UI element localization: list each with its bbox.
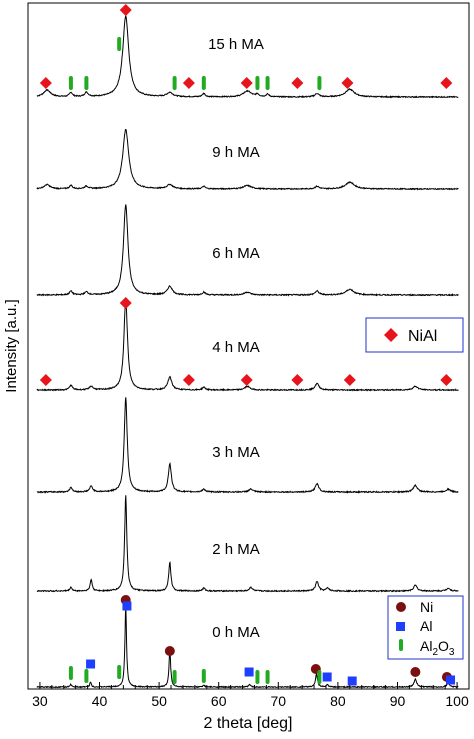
curve-0-h-ma: [36, 604, 459, 689]
marker-nial-4-h-ma-0: [39, 374, 52, 386]
marker-al2o3-15-h-ma-6: [265, 76, 270, 90]
curve-15-h-ma: [36, 13, 459, 99]
marker-ni-0-h-ma-3: [410, 667, 421, 677]
legend-nial-diamond: [384, 328, 398, 342]
legend-al2o3-label: Al2O3: [420, 638, 455, 658]
x-axis-ticks: 30 40 50 60 70 80 90 100: [32, 682, 469, 709]
legend-al-label: Al: [420, 618, 432, 634]
legend-phases: Ni Al Al2O3: [387, 595, 464, 660]
x-tick-label: 80: [330, 693, 346, 709]
marker-al-0-h-ma-4: [347, 676, 357, 686]
marker-al2o3-0-h-ma-0: [68, 666, 73, 680]
curve-3-h-ma: [36, 397, 459, 494]
curve-label-2-h-ma: 2 h MA: [212, 541, 260, 558]
marker-al-0-h-ma-3: [322, 672, 332, 682]
marker-al2o3-15-h-ma-4: [201, 76, 206, 90]
marker-al2o3-0-h-ma-6: [265, 670, 270, 684]
marker-al2o3-0-h-ma-1: [84, 669, 89, 683]
curve-label-9-h-ma: 9 h MA: [212, 144, 260, 161]
curve-9-h-ma: [36, 128, 459, 191]
marker-al2o3-0-h-ma-3: [172, 670, 177, 684]
marker-nial-15-h-ma-2: [182, 77, 195, 89]
legend-ni-circle: [396, 602, 406, 612]
legend-al2o3-bar: [399, 639, 403, 651]
marker-nial-15-h-ma-4: [291, 77, 304, 89]
legend-al2o3-o: O: [438, 638, 449, 654]
legend-nial-box: [365, 317, 464, 353]
curve-2-h-ma: [36, 495, 459, 593]
marker-al-0-h-ma-1: [122, 601, 132, 611]
legend-al-square: [396, 622, 405, 631]
phase-markers: [39, 4, 456, 686]
x-tick-label: 30: [32, 693, 48, 709]
marker-nial-15-h-ma-0: [39, 77, 52, 89]
legend-al2o3-al: Al: [420, 638, 432, 654]
marker-al2o3-0-h-ma-4: [201, 669, 206, 683]
marker-al2o3-15-h-ma-0: [68, 76, 73, 90]
marker-nial-4-h-ma-1: [119, 297, 132, 309]
marker-nial-15-h-ma-5: [341, 77, 354, 89]
marker-al2o3-15-h-ma-2: [117, 37, 122, 51]
marker-al2o3-15-h-ma-7: [317, 76, 322, 90]
legend-nial: NiAl: [365, 317, 464, 353]
marker-ni-0-h-ma-1: [164, 646, 175, 656]
marker-nial-15-h-ma-1: [119, 4, 132, 16]
x-tick-label: 70: [271, 693, 287, 709]
marker-nial-4-h-ma-5: [343, 374, 356, 386]
marker-al2o3-0-h-ma-7: [317, 670, 322, 684]
curve-6-h-ma: [36, 204, 459, 297]
curve-label-6-h-ma: 6 h MA: [212, 245, 260, 262]
marker-nial-4-h-ma-6: [440, 374, 453, 386]
curve-label-15-h-ma: 15 h MA: [208, 36, 264, 53]
curve-label-4-h-ma: 4 h MA: [212, 339, 260, 356]
x-tick-label: 50: [151, 693, 167, 709]
marker-al2o3-15-h-ma-3: [172, 76, 177, 90]
y-axis-title: Intensity [a.u.]: [3, 299, 20, 392]
marker-al-0-h-ma-0: [86, 659, 96, 669]
curve-4-h-ma: [36, 298, 459, 392]
x-tick-label: 90: [390, 693, 406, 709]
legend-al2o3-sub3: 3: [449, 647, 455, 658]
x-tick-label: 60: [211, 693, 227, 709]
marker-al2o3-0-h-ma-2: [117, 665, 122, 679]
marker-nial-15-h-ma-3: [240, 77, 253, 89]
curves-group: [36, 13, 459, 689]
marker-al2o3-15-h-ma-1: [84, 76, 89, 90]
marker-al2o3-15-h-ma-5: [255, 76, 260, 90]
marker-nial-4-h-ma-4: [291, 374, 304, 386]
marker-nial-4-h-ma-3: [240, 374, 253, 386]
plot-frame: [27, 2, 470, 690]
marker-nial-15-h-ma-6: [440, 77, 453, 89]
x-tick-label: 40: [92, 693, 108, 709]
legend-al2o3-sub2: 2: [432, 647, 438, 658]
x-axis-title: 2 theta [deg]: [204, 715, 293, 732]
curve-labels: 15 h MA 9 h MA 6 h MA 4 h MA 3 h MA 2 h MA 0 h…: [208, 36, 264, 641]
legend-ni-label: Ni: [420, 599, 433, 615]
marker-al2o3-0-h-ma-5: [255, 670, 260, 684]
x-tick-label: 100: [445, 693, 469, 709]
marker-al-0-h-ma-2: [244, 667, 254, 677]
marker-al-0-h-ma-5: [446, 675, 456, 685]
legend-nial-label: NiAl: [408, 328, 437, 345]
marker-nial-4-h-ma-2: [182, 374, 195, 386]
curve-label-3-h-ma: 3 h MA: [212, 444, 260, 461]
curve-label-0-h-ma: 0 h MA: [212, 624, 260, 641]
